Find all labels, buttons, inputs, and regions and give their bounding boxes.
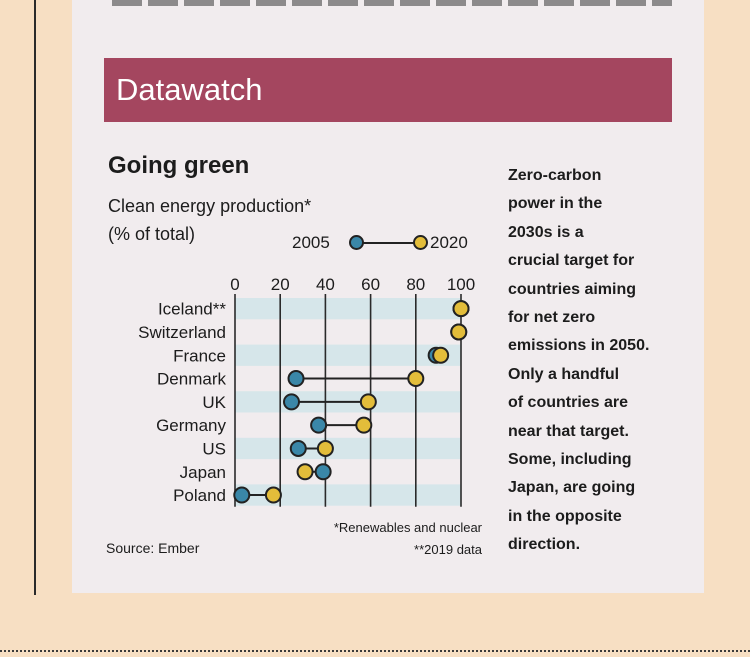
- dumbbell-chart: 0 20 40 60 80 100 Iceland** Switzerland France De…: [138, 275, 475, 507]
- category-label: Iceland**: [158, 300, 226, 319]
- category-label: Denmark: [157, 370, 226, 389]
- legend-start-label: 2005: [292, 233, 330, 252]
- legend-end-dot: [413, 235, 428, 250]
- legend-connector: [356, 242, 420, 244]
- point-2020: [316, 439, 334, 457]
- footnote-renewables: *Renewables and nuclear: [333, 520, 482, 535]
- chart-title: Going green: [108, 152, 250, 179]
- source-note: Source: Ember: [106, 540, 200, 556]
- legend-end-label: 2020: [430, 233, 468, 252]
- point-2005: [287, 370, 305, 388]
- point-2005: [283, 393, 300, 411]
- category-label: France: [173, 346, 226, 365]
- x-tick-label: 40: [316, 275, 335, 294]
- point-2005: [233, 486, 251, 504]
- point-2020: [359, 393, 377, 411]
- point-2020: [450, 323, 468, 341]
- point-2005: [314, 463, 332, 481]
- point-2020: [452, 300, 470, 318]
- row-band: [235, 344, 461, 366]
- chart-subtitle: Clean energy production* (% of total): [108, 192, 311, 248]
- point-2020: [432, 346, 450, 364]
- row-band: [235, 298, 461, 320]
- bottom-dotted-rule: [0, 650, 750, 652]
- commentary-text: Zero-carbon power in the 2030s is a cruc…: [508, 167, 650, 554]
- point-2005: [289, 439, 307, 457]
- point-2020: [407, 370, 425, 388]
- datawatch-card: Datawatch Going green Clean energy produ…: [72, 0, 704, 593]
- x-tick-label: 60: [361, 275, 380, 294]
- row-band: [235, 437, 461, 460]
- category-label: Poland: [173, 486, 226, 505]
- x-tick-label: 20: [271, 275, 290, 294]
- category-label: UK: [202, 393, 226, 412]
- cropped-headline-strip: [112, 0, 672, 6]
- point-2020: [264, 486, 282, 504]
- point-2020: [296, 463, 314, 481]
- legend-start-dot: [349, 235, 364, 250]
- point-2005: [310, 416, 328, 434]
- x-tick-label: 0: [230, 275, 239, 294]
- row-band: [235, 484, 461, 506]
- x-tick-label: 80: [406, 275, 425, 294]
- point-2020: [355, 416, 373, 434]
- category-label: US: [202, 439, 226, 458]
- footnote-2019: **2019 data: [414, 542, 482, 557]
- subtitle-line-2: (% of total): [108, 224, 196, 244]
- x-tick-label: 100: [447, 275, 475, 294]
- subtitle-line-1: Clean energy production*: [108, 196, 312, 216]
- category-label: Germany: [156, 416, 226, 435]
- datawatch-banner: Datawatch: [104, 58, 672, 122]
- category-label: Japan: [180, 463, 226, 482]
- left-rule: [34, 0, 36, 595]
- category-label: Switzerland: [138, 323, 226, 342]
